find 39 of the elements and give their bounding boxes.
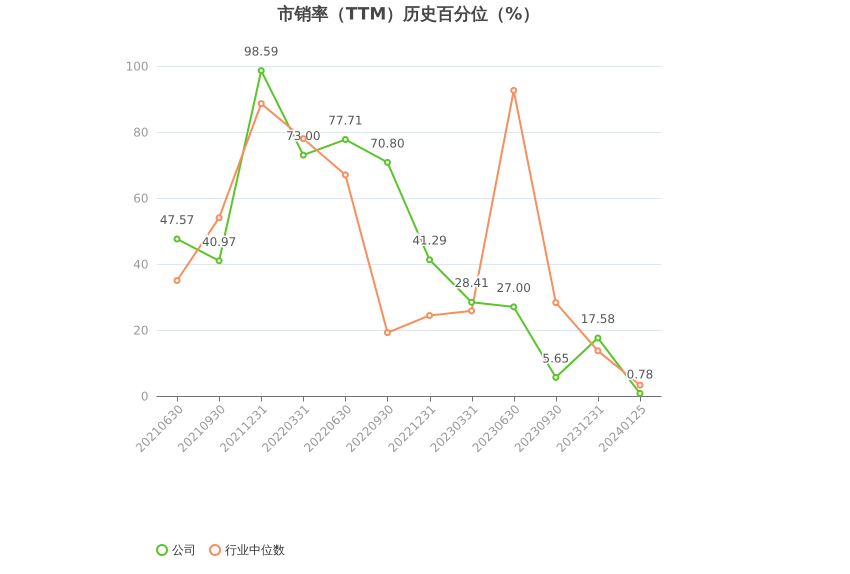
data-label: 17.58 [580,312,616,326]
point [552,374,560,381]
y-tick-label: 80 [133,126,148,140]
point [258,100,265,108]
y-tick-label: 0 [140,390,148,404]
data-label: 70.80 [370,136,405,150]
data-label: 27.00 [496,280,531,295]
point [174,277,181,284]
point [468,307,476,314]
point [300,152,307,159]
data-label: 77.71 [328,114,363,128]
point [426,256,434,264]
point [426,312,434,319]
legend-label: 公司 [172,543,196,557]
point [594,347,602,354]
point [552,299,560,306]
point [342,136,349,144]
legend-label: 行业中位数 [225,543,285,557]
point [384,158,391,166]
point [594,334,602,342]
point [636,390,644,397]
point [636,382,644,389]
point [216,214,223,222]
point [468,298,476,306]
point [384,329,391,336]
data-label: 98.59 [244,44,278,59]
data-label: 0.78 [626,367,654,382]
y-tick-label: 100 [126,60,148,74]
y-tick-label: 40 [133,258,148,272]
point [342,171,349,178]
point [510,303,518,310]
point [216,257,223,264]
point [258,67,265,74]
y-tick-label: 20 [133,324,148,338]
chart-title: 市销率（TTM）历史百分位（%） [276,4,540,25]
point [510,86,518,94]
point [174,236,181,243]
data-label: 47.57 [160,213,194,228]
y-tick-label: 60 [133,192,148,206]
